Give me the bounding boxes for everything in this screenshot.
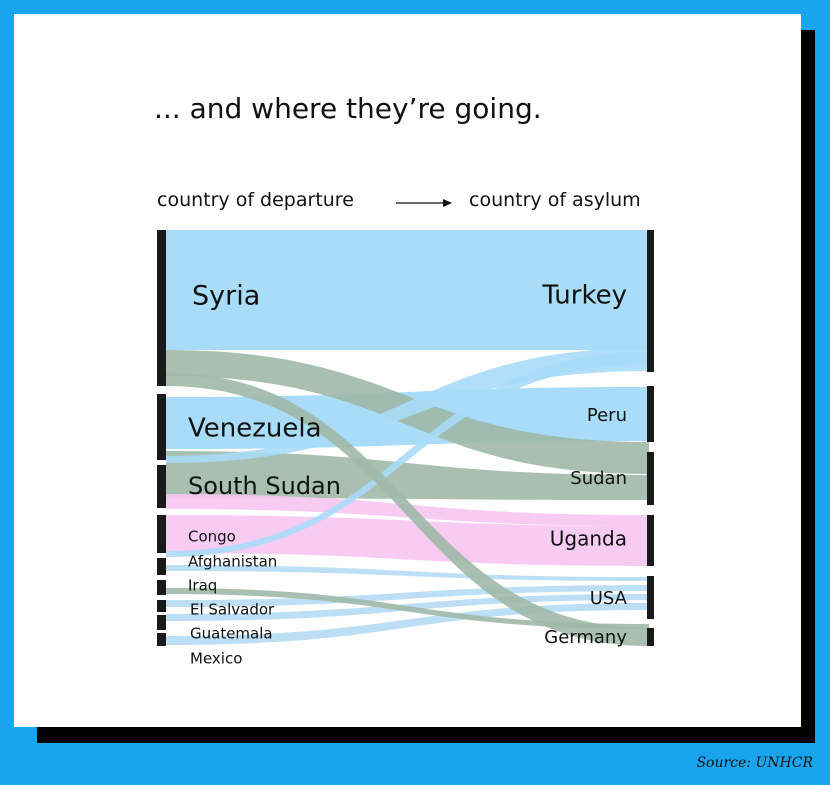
chart-title: ... and where they’re going.	[154, 92, 542, 125]
flow-congo-to-uganda	[166, 515, 649, 566]
source-note: Source: UNHCR	[696, 755, 813, 771]
target-label-uganda: Uganda	[550, 527, 627, 551]
source-bar-mexico	[157, 633, 166, 646]
source-label-mexico: Mexico	[190, 650, 242, 668]
target-bar-usa	[647, 576, 654, 619]
source-label-south-sudan: South Sudan	[188, 472, 341, 500]
source-bar-iraq	[157, 580, 166, 595]
flow-south-sudan-to-sudan	[166, 451, 649, 500]
target-bar-turkey	[647, 230, 654, 372]
source-label-afghanistan: Afghanistan	[188, 553, 277, 571]
source-bar-el-salvador	[157, 600, 166, 612]
flow-syria-to-turkey	[166, 230, 649, 350]
target-bar-peru	[647, 386, 654, 442]
source-label-congo: Congo	[188, 528, 236, 546]
asylum-column-label: country of asylum	[469, 189, 641, 211]
source-bar-congo	[157, 515, 166, 553]
flow-afghanistan-to-usa	[166, 565, 649, 581]
source-label-venezuela: Venezuela	[188, 414, 322, 444]
source-label-syria: Syria	[192, 281, 260, 312]
source-bar-syria	[157, 230, 166, 386]
source-bar-guatemala	[157, 615, 166, 630]
departure-column-label: country of departure	[157, 189, 354, 211]
flow-iraq-to-germany	[166, 588, 649, 629]
target-label-sudan: Sudan	[570, 468, 627, 489]
target-label-germany: Germany	[544, 627, 627, 648]
target-label-peru: Peru	[587, 405, 627, 426]
source-bar-south-sudan	[157, 465, 166, 508]
target-bar-sudan	[647, 452, 654, 505]
source-bar-afghanistan	[157, 558, 166, 575]
target-bar-uganda	[647, 515, 654, 566]
flow-el-salvador-to-usa	[166, 585, 649, 607]
source-label-guatemala: Guatemala	[190, 625, 273, 643]
source-label-el-salvador: El Salvador	[190, 601, 275, 619]
target-label-turkey: Turkey	[541, 281, 627, 311]
arrow-right-icon	[396, 199, 452, 207]
flow-syria-to-germany	[166, 373, 649, 646]
source-label-iraq: Iraq	[188, 577, 217, 595]
target-bar-germany	[647, 628, 654, 646]
target-label-usa: USA	[590, 588, 628, 609]
flow-congo-to-turkey	[166, 352, 649, 557]
source-bar-venezuela	[157, 394, 166, 460]
